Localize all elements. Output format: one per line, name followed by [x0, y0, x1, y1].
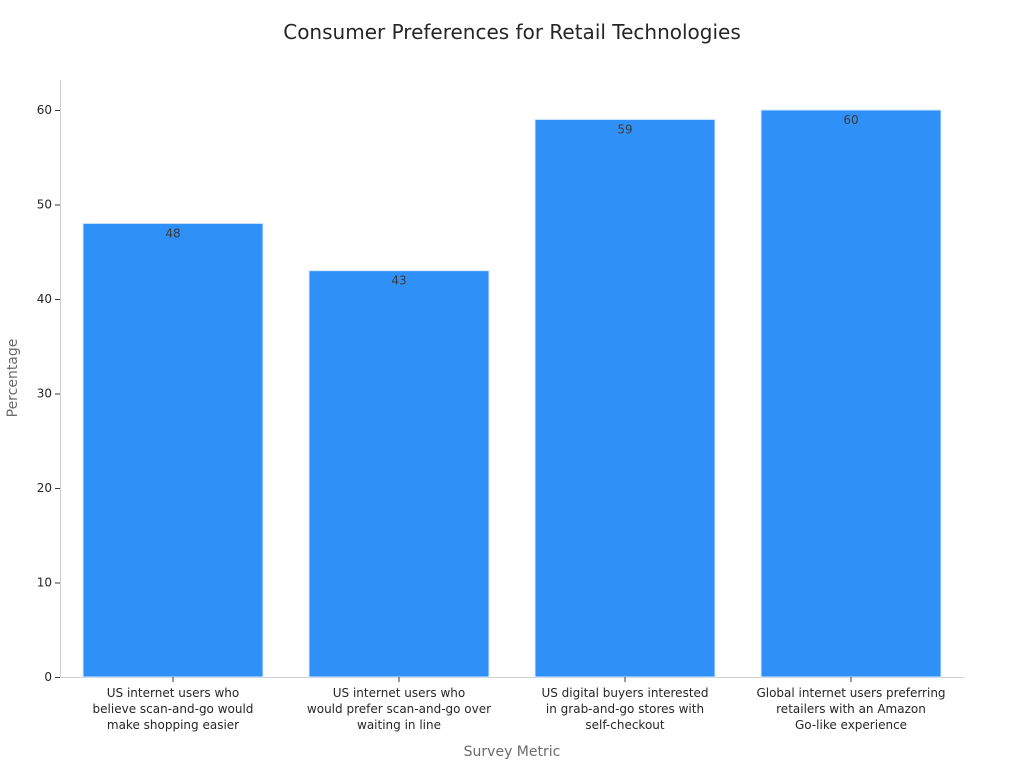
y-tick-label: 30 — [37, 387, 52, 401]
bars-layer — [82, 109, 942, 678]
x-tick-label: in grab-and-go stores with — [546, 702, 704, 716]
y-tick-label: 50 — [37, 198, 52, 212]
y-tick-label: 10 — [37, 576, 52, 590]
x-tick-label: US digital buyers interested — [541, 686, 708, 700]
y-tick-label: 20 — [37, 481, 52, 495]
value-labels-layer: 48 43 59 60 — [165, 113, 858, 288]
x-tick-label: would prefer scan-and-go over — [307, 702, 491, 716]
x-tick-label: retailers with an Amazon — [776, 702, 926, 716]
bar — [308, 270, 490, 678]
y-ticks-layer: 0 10 20 30 40 50 60 — [37, 103, 60, 684]
x-tick-label: make shopping easier — [107, 718, 239, 732]
x-tick-label: Go-like experience — [795, 718, 907, 732]
y-axis-title: Percentage — [5, 339, 21, 418]
y-tick-label: 60 — [37, 103, 52, 117]
x-tick-label: Global internet users preferring — [756, 686, 945, 700]
x-tick-label: self-checkout — [585, 718, 665, 732]
y-tick-label: 40 — [37, 292, 52, 306]
bar-value-label: 48 — [165, 226, 180, 240]
bar-value-label: 43 — [391, 274, 406, 288]
bar — [760, 109, 942, 678]
bar — [534, 118, 716, 678]
x-axis-title: Survey Metric — [464, 744, 561, 760]
bar — [82, 222, 264, 678]
bar-value-label: 59 — [617, 122, 632, 136]
x-ticks-layer: US internet users who believe scan-and-go… — [93, 677, 946, 732]
x-tick-label: US internet users who — [333, 686, 465, 700]
x-tick-label: US internet users who — [107, 686, 239, 700]
bar-value-label: 60 — [843, 113, 858, 127]
x-tick-label: believe scan-and-go would — [93, 702, 254, 716]
x-tick-label: waiting in line — [357, 718, 441, 732]
y-tick-label: 0 — [44, 670, 52, 684]
chart-title: Consumer Preferences for Retail Technolo… — [283, 20, 741, 44]
